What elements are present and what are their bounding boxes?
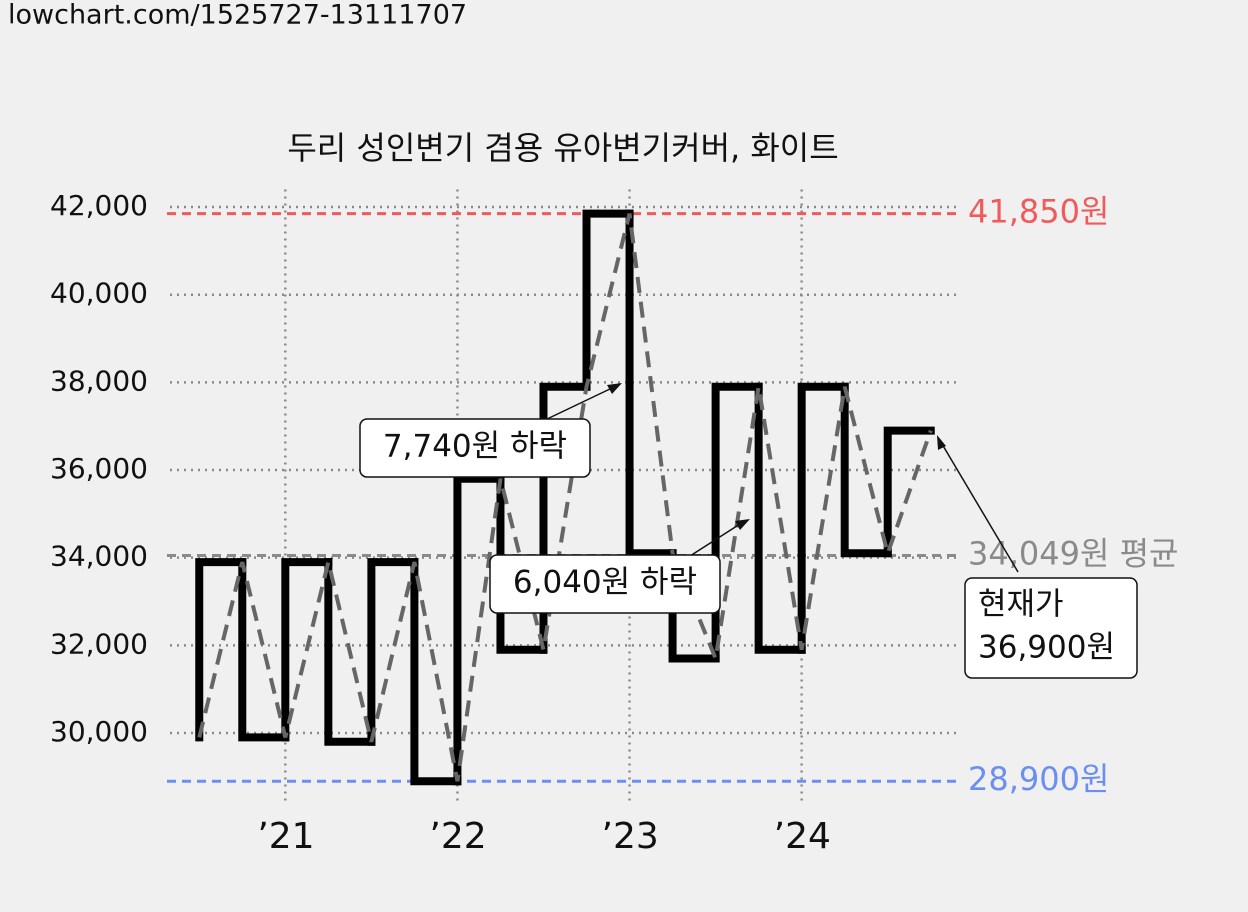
y-tick-label: 30,000	[50, 715, 148, 748]
step-segment	[367, 558, 419, 746]
step-segment	[324, 558, 376, 746]
annotation-box	[359, 418, 591, 478]
y-tick-label: 38,000	[50, 364, 148, 397]
plot: 30,000 32,000 34,000 36,000 38,000 40,000 42,0…	[50, 189, 1178, 857]
reference-label: 34,049원 평균	[968, 535, 1178, 573]
annotations: 7,740원 하락 6,040원 하락 현재가 36,900원	[359, 383, 1138, 679]
annotation-text: 7,740원 하락	[383, 429, 567, 465]
y-tick-label: 42,000	[50, 189, 148, 222]
reference-label: 28,900원	[968, 760, 1109, 798]
y-tick-label: 34,000	[50, 540, 148, 573]
step-segment	[625, 209, 677, 558]
y-tick-label: 32,000	[50, 627, 148, 660]
y-tick-label: 40,000	[50, 277, 148, 310]
reference-label: 41,850원	[968, 193, 1109, 231]
url-header: lowchart.com/1525727-13111707	[8, 0, 467, 31]
annotation-text: 36,900원	[978, 630, 1115, 666]
chart-title: 두리 성인변기 겸용 유아변기커버, 화이트	[287, 129, 838, 167]
trend-line	[197, 213, 933, 782]
step-segment	[840, 382, 892, 558]
step-segment	[797, 382, 849, 654]
step-segment	[883, 426, 935, 558]
annotation-text: 현재가	[978, 587, 1064, 623]
step-segment	[195, 558, 247, 742]
step-segment	[281, 558, 333, 742]
y-tick-label: 36,000	[50, 452, 148, 485]
x-tick-label: ’21	[257, 816, 314, 857]
arrow	[941, 443, 1019, 573]
step-segment	[496, 474, 548, 654]
step-segment	[410, 558, 462, 786]
x-tick-label: ’23	[602, 816, 659, 857]
annotation-box	[489, 554, 721, 614]
arrow-head	[607, 383, 622, 394]
annotation-text: 6,040원 하락	[513, 565, 697, 601]
x-tick-label: ’24	[774, 816, 831, 857]
arrow	[544, 387, 613, 421]
arrow-head	[735, 519, 750, 530]
step-segment	[582, 209, 634, 391]
step-segment	[238, 558, 290, 742]
arrow	[689, 523, 741, 557]
step-segment	[453, 474, 505, 786]
x-tick-label: ’22	[429, 816, 486, 857]
step-segment	[754, 382, 806, 654]
arrow-head	[937, 435, 946, 450]
annotation-box	[964, 577, 1138, 679]
